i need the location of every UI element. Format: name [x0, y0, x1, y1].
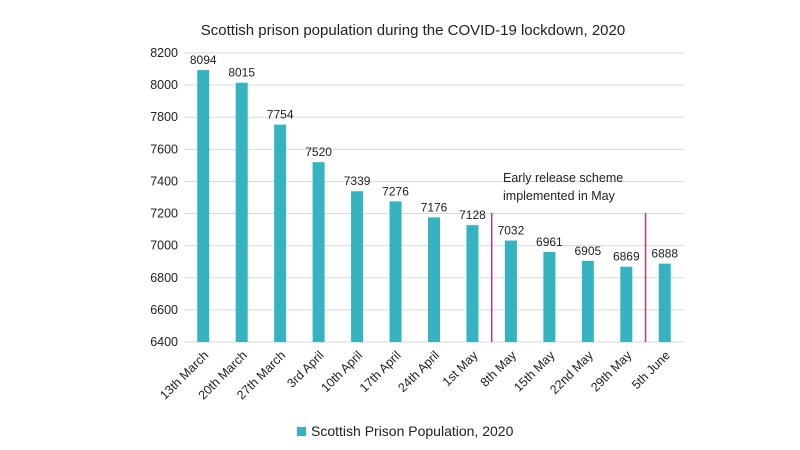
y-tick-label: 7400	[150, 174, 178, 188]
y-tick-label: 7200	[150, 207, 178, 221]
x-tick-label: 1st May	[440, 348, 481, 389]
bar	[581, 260, 594, 342]
bar	[504, 240, 517, 342]
bar	[466, 225, 479, 342]
bar	[351, 191, 364, 342]
y-tick-label: 7800	[150, 110, 178, 124]
y-tick-label: 6600	[150, 303, 178, 317]
x-tick-label: 29th May	[588, 348, 635, 395]
data-label: 7520	[305, 145, 332, 159]
gridlines	[184, 52, 684, 343]
data-label: 7754	[267, 108, 294, 122]
bar	[543, 251, 556, 342]
x-tick-label: 24th April	[395, 348, 442, 395]
y-axis: 6400 6600 6800 7000 7200 7400 7600 7800 8000 8200	[150, 46, 178, 349]
y-tick-label: 7000	[150, 239, 178, 253]
data-label: 7176	[421, 200, 448, 214]
annotation-line-1: Early release scheme	[503, 171, 623, 185]
legend-swatch	[297, 427, 306, 436]
y-tick-label: 8200	[150, 46, 178, 60]
data-label: 6961	[536, 235, 563, 249]
annotation-line-2: implemented in May	[503, 189, 616, 203]
data-label: 7128	[459, 208, 486, 222]
bar	[428, 217, 440, 342]
bar	[235, 82, 248, 343]
data-label: 6869	[613, 250, 640, 264]
chart-title: Scottish prison population during the CO…	[201, 22, 625, 39]
bar	[197, 70, 210, 342]
bar	[658, 263, 671, 342]
data-label: 8015	[228, 66, 255, 80]
bar	[389, 201, 402, 342]
data-label: 7339	[344, 174, 371, 188]
x-tick-label: 10th April	[318, 348, 365, 395]
data-label: 7276	[382, 184, 409, 198]
bar	[620, 266, 633, 342]
y-tick-label: 7600	[150, 142, 178, 156]
y-tick-label: 8000	[150, 78, 178, 92]
data-labels: 8094 8015 7754 7520 7339 7276 7176 7128 7032 6961…	[190, 53, 679, 264]
x-tick-label: 17th April	[357, 348, 404, 395]
legend-label: Scottish Prison Population, 2020	[311, 423, 514, 439]
data-label: 8094	[190, 53, 217, 67]
data-label: 6888	[651, 247, 678, 261]
period-markers	[490, 213, 647, 342]
x-tick-label: 22nd May	[547, 348, 596, 397]
x-tick-label: 5th June	[629, 348, 673, 392]
data-label: 7032	[498, 224, 525, 238]
y-tick-label: 6800	[150, 271, 178, 285]
data-label: 6905	[574, 244, 601, 258]
bar	[312, 162, 325, 342]
y-tick-label: 6400	[150, 335, 178, 349]
legend: Scottish Prison Population, 2020	[297, 423, 514, 439]
annotation: Early release scheme implemented in May	[503, 171, 623, 203]
bar	[274, 124, 287, 342]
bars	[197, 70, 671, 343]
